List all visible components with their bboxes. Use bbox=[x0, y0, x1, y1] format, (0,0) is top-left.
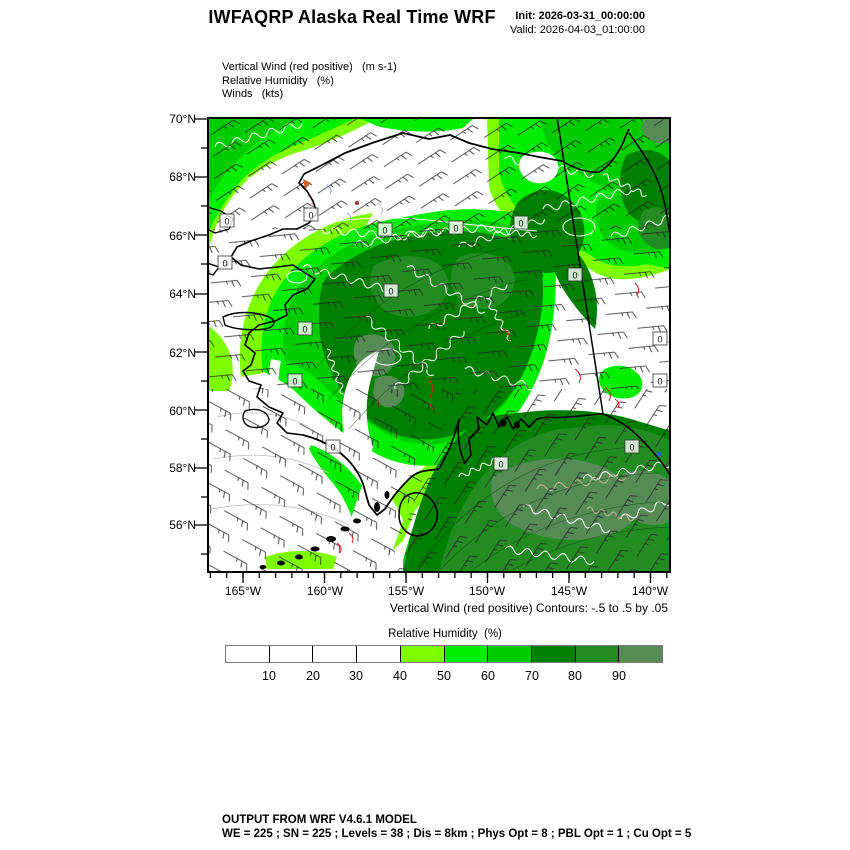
lon-label-140w: 140°W bbox=[631, 584, 669, 598]
map-frame bbox=[207, 117, 671, 573]
footer-config-line: WE = 225 ; SN = 225 ; Levels = 38 ; Dis … bbox=[222, 828, 692, 840]
lat-label-56n: 56°N bbox=[169, 518, 196, 532]
legend-relative-humidity: Relative Humidity (%) bbox=[222, 74, 334, 87]
legend-vertical-wind: Vertical Wind (red positive) (m s-1) bbox=[222, 61, 397, 73]
field-legend: Vertical Wind (red positive) (m s-1) Rel… bbox=[222, 61, 397, 102]
colorbar-cell bbox=[312, 646, 357, 662]
water-body-dot bbox=[656, 451, 662, 457]
page-title: IWFAQRP Alaska Real Time WRF bbox=[208, 7, 496, 27]
colorbar-cell bbox=[443, 646, 488, 662]
lon-label-165w: 165°W bbox=[224, 584, 262, 598]
lat-label-68n: 68°N bbox=[169, 170, 196, 184]
colorbar-tick-70: 70 bbox=[525, 669, 539, 683]
lon-label-155w: 155°W bbox=[387, 584, 425, 598]
lon-label-150w: 150°W bbox=[468, 584, 506, 598]
svg-text:0: 0 bbox=[453, 224, 458, 234]
svg-text:0: 0 bbox=[388, 287, 393, 297]
lat-label-64n: 64°N bbox=[169, 287, 196, 301]
colorbar-tick-40: 40 bbox=[393, 669, 407, 683]
svg-text:0: 0 bbox=[292, 377, 297, 387]
svg-text:0: 0 bbox=[657, 377, 662, 387]
colorbar-tick-80: 80 bbox=[568, 669, 582, 683]
lat-label-70n: 70°N bbox=[169, 112, 196, 126]
lon-label-145w: 145°W bbox=[550, 584, 588, 598]
svg-text:0: 0 bbox=[222, 259, 227, 269]
colorbar-cell bbox=[618, 646, 663, 662]
colorbar-tick-10: 10 bbox=[262, 669, 276, 683]
colorbar-cell bbox=[399, 646, 444, 662]
contour-zero-labels: 0 0 0 0 0 0 0 0 0 0 0 0 0 0 0 bbox=[217, 207, 668, 471]
contour-caption: Vertical Wind (red positive) Contours: -… bbox=[389, 601, 668, 615]
svg-text:0: 0 bbox=[302, 325, 307, 335]
colorbar-cell bbox=[487, 646, 531, 662]
colorbar-cell bbox=[574, 646, 619, 662]
svg-text:0: 0 bbox=[308, 211, 313, 221]
lon-ticks bbox=[209, 573, 668, 583]
svg-text:0: 0 bbox=[572, 271, 577, 281]
alaska-canada-border bbox=[556, 117, 604, 415]
colorbar-cell bbox=[268, 646, 313, 662]
colorbar-cell bbox=[356, 646, 400, 662]
colorbar-cells bbox=[225, 645, 663, 663]
init-timestamp: Init: 2026-03-31_00:00:00 bbox=[515, 10, 645, 22]
svg-text:0: 0 bbox=[498, 460, 503, 470]
colorbar-tick-50: 50 bbox=[437, 669, 451, 683]
footer-model-line: OUTPUT FROM WRF V4.6.1 MODEL bbox=[222, 814, 417, 826]
svg-text:0: 0 bbox=[330, 443, 335, 453]
lat-label-60n: 60°N bbox=[169, 404, 196, 418]
lat-label-62n: 62°N bbox=[169, 346, 196, 360]
svg-text:0: 0 bbox=[224, 217, 229, 227]
lat-ticks bbox=[195, 118, 207, 555]
positive-vertical-wind-contours bbox=[303, 179, 640, 554]
model-footer: OUTPUT FROM WRF V4.6.1 MODEL WE = 225 ; … bbox=[222, 813, 691, 841]
map-canvas: 0 0 0 0 0 0 0 0 0 0 0 0 0 0 0 bbox=[207, 117, 671, 573]
colorbar-title: Relative Humidity (%) bbox=[388, 628, 502, 640]
wind-barb-field bbox=[207, 117, 671, 573]
svg-text:0: 0 bbox=[629, 443, 634, 453]
colorbar-tick-30: 30 bbox=[349, 669, 363, 683]
colorbar-cell bbox=[530, 646, 575, 662]
lat-label-58n: 58°N bbox=[169, 461, 196, 475]
aleutian-islands bbox=[259, 419, 520, 569]
colorbar-tick-20: 20 bbox=[306, 669, 320, 683]
svg-text:0: 0 bbox=[518, 219, 523, 229]
colorbar-tick-60: 60 bbox=[481, 669, 495, 683]
valid-timestamp: Valid: 2026-04-03_01:00:00 bbox=[510, 24, 645, 36]
colorbar-cell bbox=[226, 646, 269, 662]
svg-text:0: 0 bbox=[382, 226, 387, 236]
lon-label-160w: 160°W bbox=[306, 584, 344, 598]
lat-label-66n: 66°N bbox=[169, 229, 196, 243]
colorbar-tick-90: 90 bbox=[612, 669, 626, 683]
legend-winds: Winds (kts) bbox=[222, 88, 284, 100]
svg-text:0: 0 bbox=[657, 335, 662, 345]
